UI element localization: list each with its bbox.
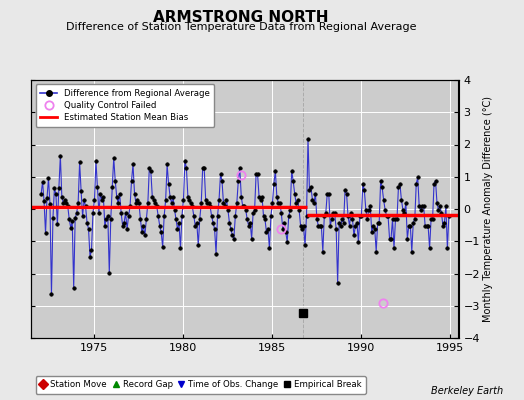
Text: ARMSTRONG NORTH: ARMSTRONG NORTH	[154, 10, 329, 25]
Legend: Station Move, Record Gap, Time of Obs. Change, Empirical Break: Station Move, Record Gap, Time of Obs. C…	[36, 376, 366, 394]
Text: Difference of Station Temperature Data from Regional Average: Difference of Station Temperature Data f…	[66, 22, 416, 32]
Legend: Difference from Regional Average, Quality Control Failed, Estimated Station Mean: Difference from Regional Average, Qualit…	[36, 84, 214, 127]
Text: Berkeley Earth: Berkeley Earth	[431, 386, 503, 396]
Y-axis label: Monthly Temperature Anomaly Difference (°C): Monthly Temperature Anomaly Difference (…	[483, 96, 493, 322]
